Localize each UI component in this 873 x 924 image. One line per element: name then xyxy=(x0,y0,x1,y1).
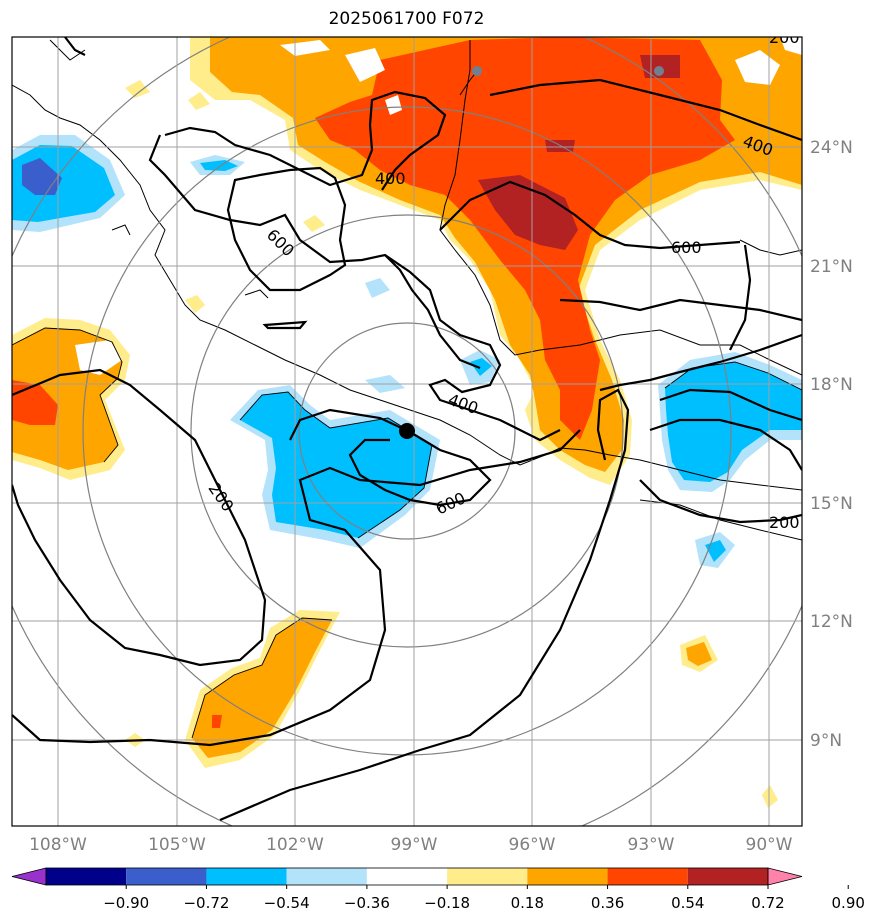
colorbar: −0.90 −0.72 −0.54 −0.36 −0.18 0.18 0.36 0.54 0.7… xyxy=(11,867,865,912)
storm-center-marker xyxy=(399,423,415,439)
colorbar-tick-label: −0.54 xyxy=(264,894,310,912)
contour-label: 600 xyxy=(433,488,469,518)
colorbar-tick-label: 0.36 xyxy=(591,894,624,912)
graticule xyxy=(12,37,802,826)
colorbar-tick-label: 0.54 xyxy=(671,894,704,912)
lat-label: 9°N xyxy=(810,731,842,751)
map-area: 200 400 600 400 600 200 400 600 200 xyxy=(12,28,802,826)
shading-negative xyxy=(12,135,802,568)
contour-label: 400 xyxy=(446,390,481,418)
contour-label: 600 xyxy=(263,225,298,260)
lon-label: 90°W xyxy=(746,835,793,855)
colorbar-tick-label: 0.72 xyxy=(751,894,784,912)
colorbar-segment xyxy=(527,868,608,885)
shading-positive xyxy=(12,37,802,808)
colorbar-extend-low xyxy=(11,867,47,886)
contour-label: 200 xyxy=(769,28,800,47)
colorbar-segment xyxy=(687,868,768,885)
colorbar-tick-label: 0.18 xyxy=(511,894,544,912)
colorbar-tick-label: −0.36 xyxy=(344,894,390,912)
colorbar-segment xyxy=(46,868,127,885)
colorbar-segment xyxy=(206,868,287,885)
contour-label: 200 xyxy=(769,513,800,532)
lon-label: 99°W xyxy=(391,835,438,855)
colorbar-tick-label: −0.18 xyxy=(424,894,470,912)
colorbar-outline xyxy=(45,867,769,886)
colorbar-extend-high xyxy=(767,867,803,886)
colorbar-tick-label: −0.72 xyxy=(183,894,229,912)
longitude-labels: 108°W 105°W 102°W 99°W 96°W 93°W 90°W xyxy=(29,835,793,855)
lat-label: 21°N xyxy=(810,257,853,277)
lon-label: 93°W xyxy=(628,835,675,855)
colorbar-segment xyxy=(607,868,688,885)
shading-outlines xyxy=(12,327,802,739)
lat-label: 18°N xyxy=(810,375,853,395)
contour-label: 400 xyxy=(375,169,406,188)
map-title: 2025061700 F072 xyxy=(328,9,485,29)
colorbar-segment xyxy=(286,868,367,885)
contour-label: 200 xyxy=(205,479,238,515)
map-border xyxy=(11,36,803,827)
colorbar-tick-label: 0.90 xyxy=(832,894,865,912)
colorbar-tick-label: −0.90 xyxy=(103,894,149,912)
colorbar-segment xyxy=(126,868,207,885)
latitude-labels: 24°N 21°N 18°N 15°N 12°N 9°N xyxy=(810,138,853,751)
station-dot xyxy=(472,66,482,76)
contours xyxy=(12,37,802,822)
lon-label: 102°W xyxy=(266,835,324,855)
lon-label: 96°W xyxy=(509,835,556,855)
lon-label: 108°W xyxy=(29,835,87,855)
lat-label: 24°N xyxy=(810,138,853,158)
lon-label: 105°W xyxy=(148,835,206,855)
colorbar-segment xyxy=(447,868,528,885)
lat-label: 12°N xyxy=(810,612,853,632)
colorbar-segment xyxy=(366,868,448,885)
contour-label: 600 xyxy=(671,238,702,257)
lat-label: 15°N xyxy=(810,494,853,514)
station-dot xyxy=(654,66,664,76)
